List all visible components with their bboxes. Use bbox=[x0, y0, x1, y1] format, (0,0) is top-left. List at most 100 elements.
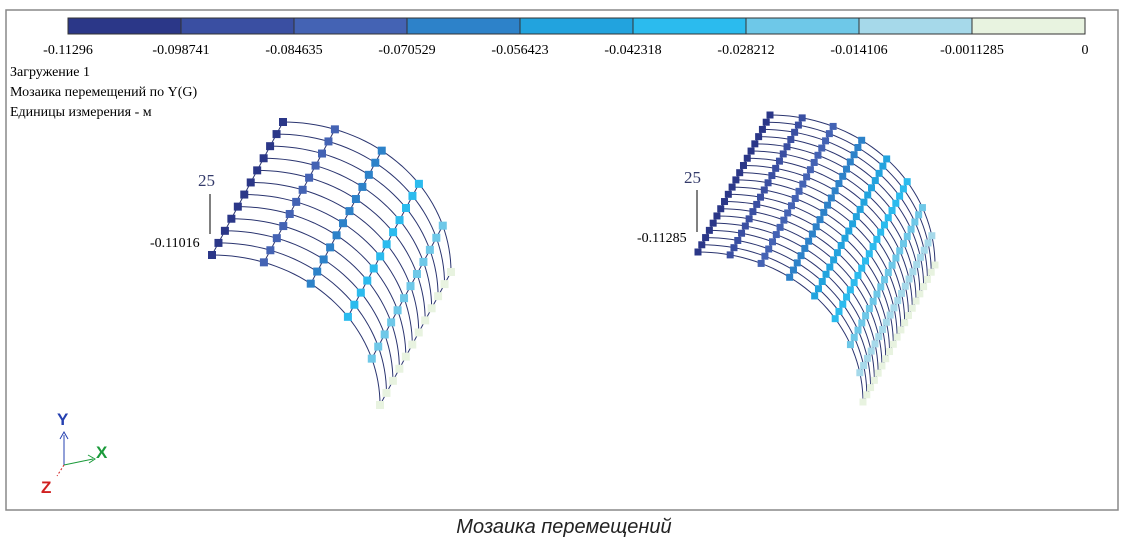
node bbox=[713, 212, 720, 219]
node bbox=[904, 178, 911, 185]
legend-label: -0.070529 bbox=[378, 43, 435, 58]
node bbox=[883, 155, 890, 162]
node bbox=[881, 221, 888, 228]
node bbox=[835, 308, 842, 315]
node bbox=[851, 279, 858, 286]
node bbox=[826, 130, 833, 137]
node bbox=[883, 319, 890, 326]
node bbox=[389, 377, 397, 385]
node bbox=[879, 163, 886, 170]
node bbox=[915, 211, 922, 218]
legend-label: -0.11296 bbox=[43, 43, 93, 58]
node bbox=[854, 144, 861, 151]
node bbox=[843, 294, 850, 301]
node bbox=[913, 298, 920, 305]
node bbox=[921, 247, 928, 254]
node bbox=[313, 268, 321, 276]
node bbox=[320, 255, 328, 263]
node bbox=[801, 245, 808, 252]
node bbox=[441, 280, 449, 288]
node bbox=[932, 262, 939, 269]
node bbox=[395, 365, 403, 373]
node-number: 25 bbox=[684, 168, 701, 187]
node bbox=[761, 253, 768, 260]
node bbox=[331, 125, 339, 133]
node bbox=[333, 231, 341, 239]
node bbox=[887, 312, 894, 319]
node bbox=[877, 283, 884, 290]
node bbox=[897, 326, 904, 333]
node bbox=[826, 264, 833, 271]
node bbox=[870, 243, 877, 250]
node bbox=[847, 286, 854, 293]
node bbox=[260, 258, 268, 266]
legend-label: -0.084635 bbox=[265, 43, 322, 58]
node bbox=[387, 318, 395, 326]
node bbox=[376, 252, 384, 260]
node bbox=[925, 239, 932, 246]
node bbox=[815, 285, 822, 292]
node bbox=[784, 209, 791, 216]
node bbox=[828, 194, 835, 201]
node bbox=[851, 151, 858, 158]
node bbox=[896, 247, 903, 254]
legend-label: -0.098741 bbox=[152, 43, 209, 58]
node bbox=[896, 193, 903, 200]
node bbox=[870, 298, 877, 305]
node bbox=[757, 194, 764, 201]
node bbox=[767, 112, 774, 119]
node bbox=[769, 238, 776, 245]
node bbox=[439, 222, 447, 230]
node bbox=[721, 198, 728, 205]
node-number: 25 bbox=[198, 171, 215, 190]
node bbox=[796, 188, 803, 195]
legend-label: -0.042318 bbox=[604, 43, 661, 58]
node bbox=[759, 126, 766, 133]
node bbox=[841, 235, 848, 242]
node bbox=[889, 207, 896, 214]
node bbox=[755, 133, 762, 140]
legend-swatch bbox=[181, 18, 294, 34]
info-line: Мозаика перемещений по Y(G) bbox=[10, 85, 197, 100]
node bbox=[772, 165, 779, 172]
node bbox=[773, 231, 780, 238]
node bbox=[326, 243, 334, 251]
node bbox=[415, 328, 423, 336]
node bbox=[871, 377, 878, 384]
node bbox=[260, 154, 268, 162]
node bbox=[928, 232, 935, 239]
node bbox=[402, 353, 410, 361]
node bbox=[208, 251, 216, 259]
node bbox=[873, 236, 880, 243]
node bbox=[389, 228, 397, 236]
node bbox=[877, 229, 884, 236]
node bbox=[305, 174, 313, 182]
node bbox=[858, 137, 865, 144]
node bbox=[832, 187, 839, 194]
node bbox=[867, 384, 874, 391]
node bbox=[221, 227, 229, 235]
node bbox=[876, 170, 883, 177]
node bbox=[368, 355, 376, 363]
node bbox=[324, 137, 332, 145]
node bbox=[253, 166, 261, 174]
node bbox=[710, 220, 717, 227]
node bbox=[892, 200, 899, 207]
node bbox=[811, 159, 818, 166]
node bbox=[819, 278, 826, 285]
node bbox=[862, 257, 869, 264]
node bbox=[266, 246, 274, 254]
legend-swatch bbox=[972, 18, 1085, 34]
node bbox=[376, 401, 384, 409]
legend-swatch bbox=[520, 18, 633, 34]
node bbox=[357, 289, 365, 297]
node bbox=[805, 238, 812, 245]
node bbox=[864, 355, 871, 362]
node bbox=[408, 192, 416, 200]
node bbox=[273, 130, 281, 138]
node bbox=[878, 362, 885, 369]
node bbox=[900, 185, 907, 192]
node bbox=[345, 207, 353, 215]
node bbox=[434, 292, 442, 300]
node bbox=[909, 268, 916, 275]
